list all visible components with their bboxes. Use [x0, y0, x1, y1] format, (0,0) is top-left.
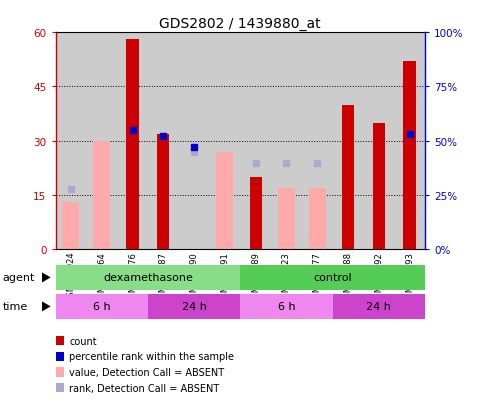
Bar: [210, 33, 240, 250]
Bar: [342, 105, 354, 250]
Text: 24 h: 24 h: [367, 301, 391, 312]
Bar: [127, 40, 139, 250]
Bar: [364, 33, 394, 250]
Text: 6 h: 6 h: [278, 301, 295, 312]
Bar: [93, 142, 110, 250]
Bar: [394, 33, 425, 250]
Text: dexamethasone: dexamethasone: [103, 273, 193, 283]
Text: rank, Detection Call = ABSENT: rank, Detection Call = ABSENT: [69, 383, 219, 393]
Bar: [240, 266, 425, 290]
Bar: [148, 294, 241, 319]
Bar: [302, 33, 333, 250]
Bar: [148, 33, 179, 250]
Bar: [56, 368, 64, 377]
Polygon shape: [42, 273, 51, 282]
Bar: [56, 352, 64, 361]
Bar: [56, 266, 241, 290]
Bar: [250, 178, 262, 250]
Polygon shape: [42, 301, 51, 311]
Bar: [56, 336, 64, 345]
Text: 6 h: 6 h: [93, 301, 111, 312]
Bar: [240, 294, 333, 319]
Bar: [403, 62, 416, 250]
Bar: [309, 188, 326, 250]
Bar: [278, 188, 295, 250]
Bar: [157, 134, 170, 250]
Bar: [373, 123, 385, 250]
Bar: [117, 33, 148, 250]
Bar: [56, 33, 86, 250]
Bar: [271, 33, 302, 250]
Text: agent: agent: [2, 273, 35, 283]
Text: control: control: [313, 273, 352, 283]
Bar: [333, 33, 364, 250]
Text: percentile rank within the sample: percentile rank within the sample: [69, 351, 234, 361]
Title: GDS2802 / 1439880_at: GDS2802 / 1439880_at: [159, 17, 321, 31]
Bar: [240, 33, 271, 250]
Text: 24 h: 24 h: [182, 301, 207, 312]
Bar: [216, 152, 233, 250]
Bar: [86, 33, 117, 250]
Text: count: count: [69, 336, 97, 346]
Bar: [179, 33, 210, 250]
Bar: [56, 294, 148, 319]
Text: time: time: [2, 301, 28, 312]
Bar: [56, 383, 64, 392]
Bar: [333, 294, 425, 319]
Bar: [62, 203, 79, 250]
Text: value, Detection Call = ABSENT: value, Detection Call = ABSENT: [69, 367, 224, 377]
